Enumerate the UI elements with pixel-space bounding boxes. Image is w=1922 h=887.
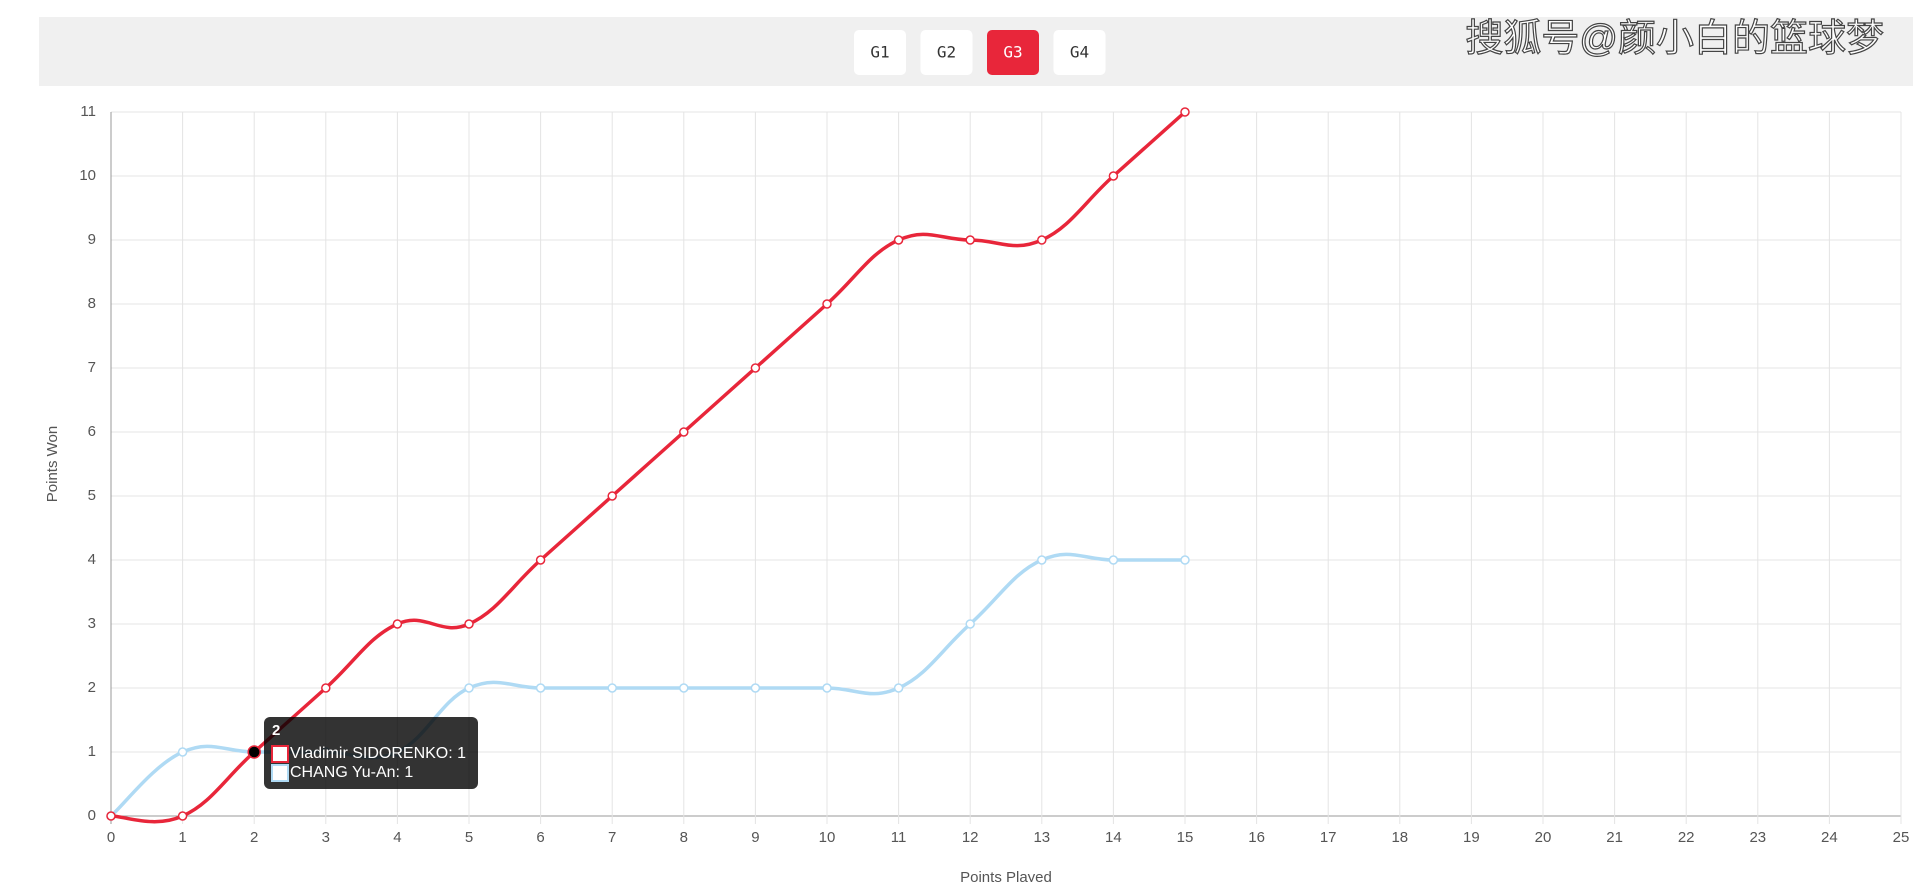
tab-button[interactable] bbox=[1053, 30, 1106, 75]
x-tick-label: 18 bbox=[1391, 829, 1408, 846]
y-tick-label: 10 bbox=[79, 167, 96, 184]
y-tick-label: 2 bbox=[88, 679, 96, 696]
data-point[interactable] bbox=[965, 235, 975, 245]
tab-label[interactable]: G4 bbox=[1070, 43, 1089, 62]
data-point[interactable] bbox=[535, 555, 546, 565]
x-tick-label: 7 bbox=[608, 829, 616, 846]
data-point[interactable] bbox=[822, 299, 832, 309]
tab-label[interactable]: G2 bbox=[937, 43, 956, 62]
x-tick-label: 15 bbox=[1177, 829, 1194, 846]
tooltip-line: Vladimir SIDORENKO: 1 bbox=[290, 745, 466, 762]
y-tick-label: 6 bbox=[88, 423, 96, 440]
y-tick-label: 0 bbox=[88, 807, 96, 824]
x-tick-label: 10 bbox=[819, 829, 836, 846]
x-tick-label: 14 bbox=[1105, 829, 1122, 846]
x-axis-label: Points Played bbox=[960, 869, 1052, 882]
data-point[interactable] bbox=[750, 683, 761, 693]
tooltip-swatch bbox=[271, 745, 289, 763]
hover-point bbox=[247, 745, 261, 759]
data-point[interactable] bbox=[822, 683, 832, 693]
x-tick-label: 16 bbox=[1248, 829, 1265, 846]
data-point[interactable] bbox=[392, 619, 403, 629]
x-tick-label: 20 bbox=[1535, 829, 1552, 846]
data-point[interactable] bbox=[464, 683, 474, 693]
x-tick-label: 23 bbox=[1749, 829, 1766, 846]
y-tick-label: 4 bbox=[88, 551, 96, 568]
data-point[interactable] bbox=[321, 683, 331, 693]
data-point[interactable] bbox=[1180, 107, 1190, 117]
data-point[interactable] bbox=[893, 235, 904, 245]
x-tick-label: 11 bbox=[891, 829, 907, 846]
data-point[interactable] bbox=[106, 811, 116, 821]
data-point[interactable] bbox=[464, 619, 474, 629]
x-tick-label: 0 bbox=[107, 829, 115, 846]
tooltip-title: 2 bbox=[272, 722, 280, 739]
toolbar bbox=[39, 17, 1913, 86]
data-point[interactable] bbox=[177, 811, 188, 821]
tab-button[interactable] bbox=[854, 30, 906, 75]
tooltip bbox=[264, 717, 478, 789]
x-tick-label: 2 bbox=[250, 829, 258, 846]
data-point[interactable] bbox=[679, 683, 689, 693]
data-point[interactable] bbox=[607, 683, 617, 693]
x-tick-label: 8 bbox=[680, 829, 688, 846]
data-point[interactable] bbox=[535, 683, 546, 693]
data-point[interactable] bbox=[1037, 555, 1047, 565]
y-tick-label: 1 bbox=[88, 743, 96, 760]
data-point[interactable] bbox=[1037, 235, 1047, 245]
x-tick-label: 9 bbox=[751, 829, 759, 846]
series-line bbox=[110, 110, 1187, 824]
y-tick-label: 11 bbox=[80, 103, 96, 120]
tab-button[interactable] bbox=[987, 30, 1039, 75]
x-tick-label: 25 bbox=[1893, 829, 1910, 846]
x-tick-label: 4 bbox=[393, 829, 401, 846]
x-tick-label: 1 bbox=[178, 829, 186, 846]
data-point[interactable] bbox=[1108, 555, 1119, 565]
x-tick-label: 17 bbox=[1320, 829, 1337, 846]
data-point[interactable] bbox=[679, 427, 689, 437]
y-tick-label: 9 bbox=[88, 231, 96, 248]
data-point[interactable] bbox=[893, 683, 904, 693]
data-point[interactable] bbox=[1108, 171, 1119, 181]
y-tick-label: 5 bbox=[88, 487, 96, 504]
y-tick-label: 7 bbox=[88, 359, 96, 376]
y-axis-label: Points Won bbox=[44, 426, 61, 502]
x-tick-label: 13 bbox=[1033, 829, 1050, 846]
y-tick-label: 3 bbox=[88, 615, 96, 632]
data-point[interactable] bbox=[607, 491, 617, 501]
x-tick-label: 21 bbox=[1606, 829, 1623, 846]
tab-button[interactable] bbox=[920, 30, 973, 75]
tab-label[interactable]: G1 bbox=[870, 43, 889, 62]
x-tick-label: 3 bbox=[322, 829, 330, 846]
data-point[interactable] bbox=[1180, 555, 1190, 565]
x-tick-label: 24 bbox=[1821, 829, 1838, 846]
x-tick-label: 6 bbox=[536, 829, 544, 846]
data-point[interactable] bbox=[750, 363, 761, 373]
x-tick-label: 12 bbox=[962, 829, 979, 846]
tab-bar: G1 G2 G3 G4 bbox=[854, 30, 1106, 75]
tab-label[interactable]: G3 bbox=[1003, 43, 1022, 62]
tooltip-line: CHANG Yu-An: 1 bbox=[290, 764, 413, 781]
data-point[interactable] bbox=[177, 747, 188, 757]
tooltip-swatch bbox=[271, 764, 289, 782]
data-point[interactable] bbox=[965, 619, 975, 629]
y-tick-label: 8 bbox=[88, 295, 96, 312]
x-tick-label: 19 bbox=[1463, 829, 1480, 846]
watermark: 搜狐号@颜小白的篮球梦 bbox=[1465, 18, 1884, 60]
x-tick-label: 5 bbox=[465, 829, 473, 846]
x-tick-label: 22 bbox=[1678, 829, 1695, 846]
